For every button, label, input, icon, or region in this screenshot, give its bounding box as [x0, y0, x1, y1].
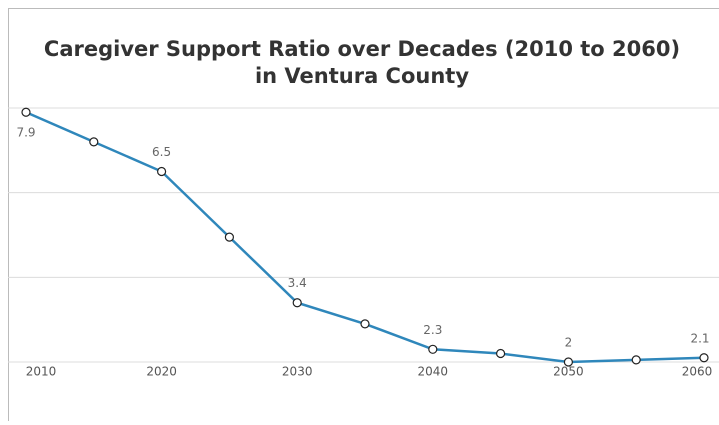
x-tick-label: 2060	[682, 365, 713, 379]
x-tick-label: 2040	[418, 365, 449, 379]
data-point	[21, 107, 31, 117]
data-point	[563, 357, 574, 367]
x-tick-label: 2020	[146, 365, 177, 379]
data-point	[699, 353, 709, 363]
chart-title: Caregiver Support Ratio over Decades (20…	[44, 37, 680, 61]
data-label: 2	[565, 336, 573, 350]
x-tick-label: 2050	[553, 365, 584, 379]
data-point	[360, 319, 370, 329]
data-point	[631, 355, 641, 365]
data-point	[292, 298, 302, 308]
data-point	[89, 137, 99, 147]
chart-title: in Ventura County	[255, 64, 469, 88]
data-label: 6.5	[152, 145, 171, 159]
data-label: 2.1	[690, 331, 709, 345]
x-tick-label: 2010	[26, 365, 57, 379]
data-point	[496, 348, 506, 359]
data-point	[428, 344, 438, 354]
data-point	[157, 166, 167, 177]
x-tick-label: 2030	[282, 365, 313, 379]
data-label: 3.4	[288, 276, 307, 290]
data-label: 7.9	[16, 126, 35, 140]
data-label: 2.3	[423, 323, 442, 337]
data-point	[224, 232, 234, 242]
